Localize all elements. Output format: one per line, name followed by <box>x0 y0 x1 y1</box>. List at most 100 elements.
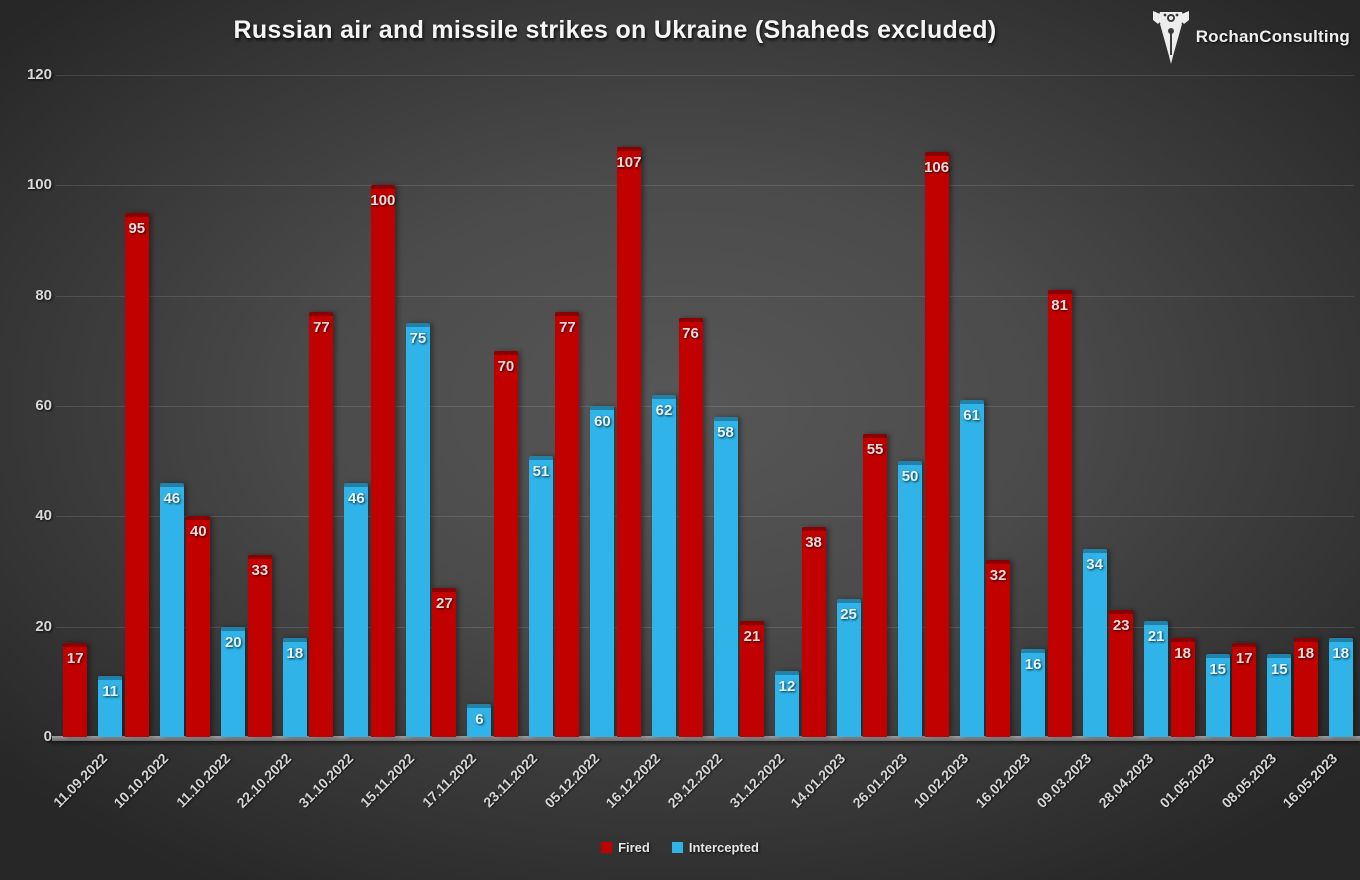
bar-intercepted <box>98 676 123 737</box>
bar-value-label: 18 <box>1332 645 1350 662</box>
bar-intercepted <box>405 323 430 737</box>
bar-fired <box>370 185 395 737</box>
bar-value-label: 25 <box>840 606 857 623</box>
bar-value-label: 23 <box>1112 617 1130 634</box>
bar-value-label: 60 <box>594 413 611 430</box>
bar-intercepted <box>1082 549 1107 737</box>
bar-intercepted <box>344 483 369 737</box>
bar-intercepted <box>1144 621 1169 737</box>
bar-fired <box>186 516 211 737</box>
bar-fired <box>1047 290 1072 737</box>
bar-value-label: 21 <box>1147 628 1165 645</box>
legend-swatch-intercepted <box>671 842 683 853</box>
y-gridline <box>56 75 1354 76</box>
bar-fired <box>1170 638 1195 737</box>
y-axis-tick-label: 100 <box>26 176 52 194</box>
bar-fired <box>1232 643 1257 737</box>
bar-value-label: 76 <box>682 325 699 342</box>
bar-fired <box>616 147 641 737</box>
legend-item-fired: Fired <box>601 840 650 855</box>
bar-intercepted <box>1267 654 1292 737</box>
bar-intercepted <box>836 599 861 737</box>
bar-value-label: 107 <box>616 154 642 171</box>
bar-intercepted <box>159 483 184 737</box>
bar-value-label: 75 <box>409 330 427 347</box>
pen-nib-logo-icon <box>1150 8 1192 66</box>
bar-value-label: 55 <box>866 441 884 458</box>
y-gridline <box>56 626 1354 628</box>
bar-value-label: 18 <box>286 645 304 662</box>
x-axis-baseline <box>52 736 1360 741</box>
bar-fired <box>493 351 518 737</box>
bar-value-label: 34 <box>1086 556 1103 573</box>
bar-value-label: 50 <box>901 468 919 485</box>
bar-value-label: 11 <box>102 683 119 700</box>
bar-value-label: 46 <box>163 490 181 507</box>
bar-fired <box>986 560 1011 737</box>
bar-fired <box>555 312 580 737</box>
bar-value-label: 46 <box>348 490 365 507</box>
bar-fired <box>1293 638 1318 737</box>
bar-fired <box>678 318 703 737</box>
y-axis-tick-label: 20 <box>35 617 52 635</box>
y-gridline <box>56 406 1354 407</box>
bar-value-label: 95 <box>128 220 146 237</box>
bar-value-label: 33 <box>251 562 269 579</box>
bar-fired <box>801 527 826 737</box>
chart-title: Russian air and missile strikes on Ukrai… <box>233 16 997 44</box>
bar-value-label: 18 <box>1297 645 1315 662</box>
bar-intercepted <box>959 400 984 737</box>
bar-intercepted <box>1328 638 1353 737</box>
bar-intercepted <box>282 638 307 737</box>
y-gridline <box>56 185 1354 187</box>
bar-fired <box>863 434 888 737</box>
legend-swatch-fired <box>601 842 613 853</box>
y-axis-tick-label: 40 <box>35 507 52 525</box>
bar-intercepted <box>898 461 923 737</box>
bar-value-label: 17 <box>1235 650 1253 667</box>
bar-fired <box>309 312 334 737</box>
bar-fired <box>432 588 457 737</box>
y-axis-tick-label: 0 <box>43 728 52 745</box>
y-gridline <box>56 516 1354 518</box>
bar-fired <box>740 621 765 737</box>
bar-value-label: 15 <box>1209 661 1227 678</box>
legend-label: Intercepted <box>688 840 759 855</box>
bar-intercepted <box>528 456 553 737</box>
bar-value-label: 6 <box>475 711 484 728</box>
bar-intercepted <box>775 671 800 737</box>
bar-value-label: 15 <box>1270 661 1288 678</box>
bar-value-label: 61 <box>963 407 980 424</box>
bar-fired <box>247 555 272 737</box>
y-gridline <box>56 295 1354 297</box>
bar-value-label: 21 <box>743 628 761 645</box>
y-axis-tick-label: 80 <box>35 286 52 304</box>
bar-value-label: 17 <box>66 650 84 667</box>
bar-fired <box>63 643 88 737</box>
bar-value-label: 18 <box>1174 645 1192 662</box>
bar-value-label: 58 <box>717 424 734 441</box>
bar-value-label: 70 <box>497 358 515 375</box>
bar-intercepted <box>1021 649 1046 737</box>
bar-value-label: 51 <box>532 463 550 480</box>
bar-value-label: 32 <box>989 567 1007 584</box>
bar-intercepted <box>1205 654 1230 737</box>
bar-fired <box>924 152 949 737</box>
bar-value-label: 81 <box>1051 297 1068 314</box>
bar-value-label: 40 <box>189 523 207 540</box>
bar-intercepted <box>467 704 492 737</box>
bar-fired <box>1109 610 1134 737</box>
bar-value-label: 77 <box>313 319 330 336</box>
rochan-consulting-logo: RochanConsulting <box>1150 8 1350 66</box>
bar-value-label: 20 <box>224 634 242 651</box>
bar-intercepted <box>713 417 738 737</box>
chart-legend: Fired Intercepted <box>0 840 1360 855</box>
bar-intercepted <box>651 395 676 737</box>
bar-value-label: 16 <box>1024 656 1042 673</box>
bar-value-label: 62 <box>655 402 673 419</box>
bar-value-label: 106 <box>924 159 950 176</box>
bar-value-label: 12 <box>778 678 796 695</box>
bar-intercepted <box>221 627 246 737</box>
legend-label: Fired <box>618 840 650 855</box>
